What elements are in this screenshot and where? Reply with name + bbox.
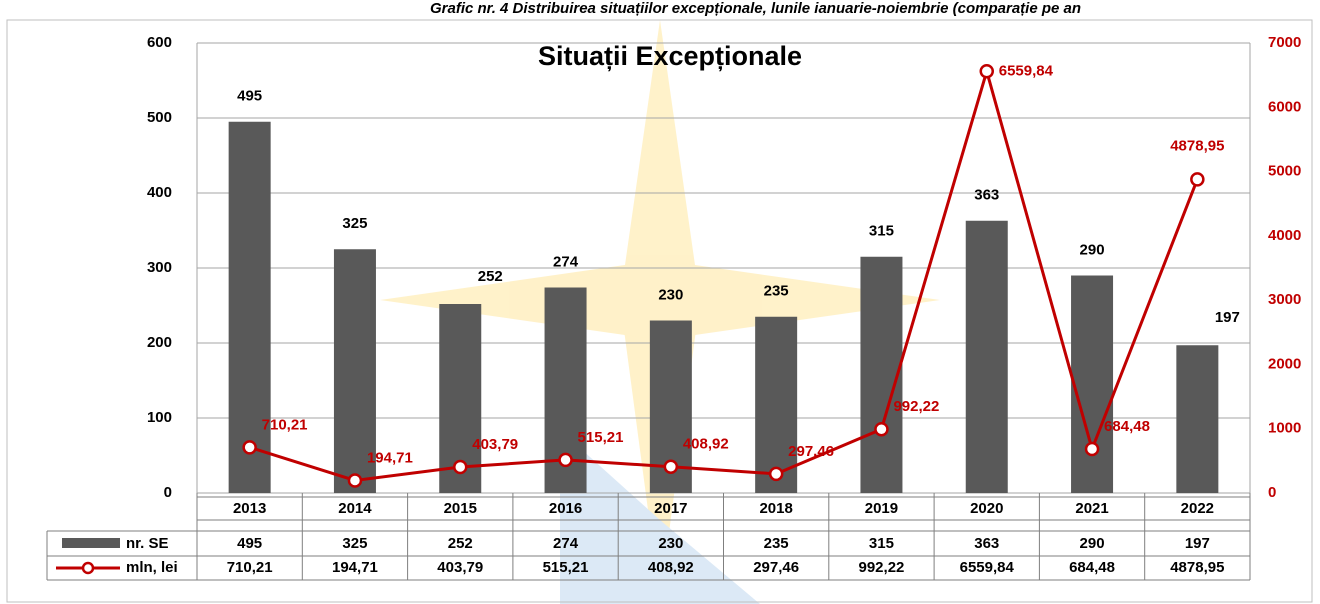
bar-value-label: 252 <box>478 268 503 285</box>
y2-tick-label: 6000 <box>1268 98 1301 115</box>
bar-value-label: 315 <box>869 223 894 240</box>
table-cell: 274 <box>553 535 579 552</box>
line-value-label: 297,46 <box>788 443 834 460</box>
line-value-label: 4878,95 <box>1170 137 1224 154</box>
legend-label: nr. SE <box>126 535 169 552</box>
y-tick-label: 100 <box>147 409 172 426</box>
table-cell: 325 <box>342 535 367 552</box>
table-cell: 710,21 <box>227 559 273 576</box>
y2-tick-label: 3000 <box>1268 291 1301 308</box>
x-tick-label: 2016 <box>549 500 582 517</box>
line-marker <box>981 65 993 77</box>
legend-label: mln, lei <box>126 559 178 576</box>
line-value-label: 403,79 <box>472 436 518 453</box>
y-tick-label: 600 <box>147 34 172 51</box>
bar-value-label: 235 <box>764 283 789 300</box>
bar-value-label: 197 <box>1215 309 1240 326</box>
chart-title: Situații Excepționale <box>538 41 802 71</box>
table-cell: 515,21 <box>543 559 589 576</box>
table-cell: 297,46 <box>753 559 799 576</box>
table-cell: 684,48 <box>1069 559 1115 576</box>
line-value-label: 408,92 <box>683 436 729 453</box>
bar-value-label: 325 <box>342 215 367 232</box>
table-cell: 403,79 <box>437 559 483 576</box>
legend-swatch <box>62 538 120 548</box>
line-marker <box>770 468 782 480</box>
table-cell: 495 <box>237 535 262 552</box>
y-tick-label: 300 <box>147 259 172 276</box>
line-value-label: 710,21 <box>262 416 308 433</box>
bar-value-label: 274 <box>553 253 579 270</box>
line-marker <box>665 461 677 473</box>
y2-tick-label: 7000 <box>1268 34 1301 51</box>
x-tick-label: 2021 <box>1075 500 1108 517</box>
bar-value-label: 495 <box>237 88 262 105</box>
x-tick-label: 2022 <box>1181 500 1214 517</box>
line-marker <box>560 454 572 466</box>
bar <box>966 221 1008 493</box>
y2-tick-label: 1000 <box>1268 420 1301 437</box>
table-cell: 6559,84 <box>960 559 1015 576</box>
line-value-label: 194,71 <box>367 449 413 466</box>
chart: Grafic nr. 4 Distribuirea situațiilor ex… <box>0 0 1320 604</box>
table-cell: 992,22 <box>859 559 905 576</box>
x-tick-label: 2014 <box>338 500 372 517</box>
line-value-label: 515,21 <box>578 429 624 446</box>
x-tick-label: 2020 <box>970 500 1003 517</box>
x-tick-label: 2018 <box>759 500 792 517</box>
bar <box>1071 276 1113 494</box>
table-cell: 252 <box>448 535 473 552</box>
bar-value-label: 290 <box>1080 241 1105 258</box>
y-tick-label: 200 <box>147 334 172 351</box>
bar <box>1176 345 1218 493</box>
table-cell: 194,71 <box>332 559 378 576</box>
table-cell: 363 <box>974 535 999 552</box>
y2-tick-label: 2000 <box>1268 355 1301 372</box>
line-marker <box>875 423 887 435</box>
line-marker <box>1086 443 1098 455</box>
bar <box>229 122 271 493</box>
y-tick-label: 500 <box>147 109 172 126</box>
caption: Grafic nr. 4 Distribuirea situațiilor ex… <box>430 0 1081 17</box>
legend-swatch <box>83 563 93 573</box>
table-cell: 230 <box>658 535 683 552</box>
line-marker <box>454 461 466 473</box>
line-marker <box>1191 173 1203 185</box>
bar-value-label: 363 <box>974 187 999 204</box>
table-cell: 4878,95 <box>1170 559 1224 576</box>
line-marker <box>349 474 361 486</box>
line-value-label: 992,22 <box>893 398 939 415</box>
y2-tick-label: 5000 <box>1268 163 1301 180</box>
x-tick-label: 2019 <box>865 500 898 517</box>
line-value-label: 6559,84 <box>999 62 1054 79</box>
line-value-label: 684,48 <box>1104 418 1150 435</box>
table-cell: 235 <box>764 535 789 552</box>
x-tick-label: 2013 <box>233 500 266 517</box>
line-marker <box>244 441 256 453</box>
x-tick-label: 2017 <box>654 500 687 517</box>
y2-tick-label: 4000 <box>1268 227 1301 244</box>
table-cell: 408,92 <box>648 559 694 576</box>
x-tick-label: 2015 <box>444 500 477 517</box>
table-cell: 315 <box>869 535 894 552</box>
y-tick-label: 0 <box>164 484 172 501</box>
bar-value-label: 230 <box>658 286 683 303</box>
table-cell: 290 <box>1080 535 1105 552</box>
y-tick-label: 400 <box>147 184 172 201</box>
table-cell: 197 <box>1185 535 1210 552</box>
y2-tick-label: 0 <box>1268 484 1276 501</box>
